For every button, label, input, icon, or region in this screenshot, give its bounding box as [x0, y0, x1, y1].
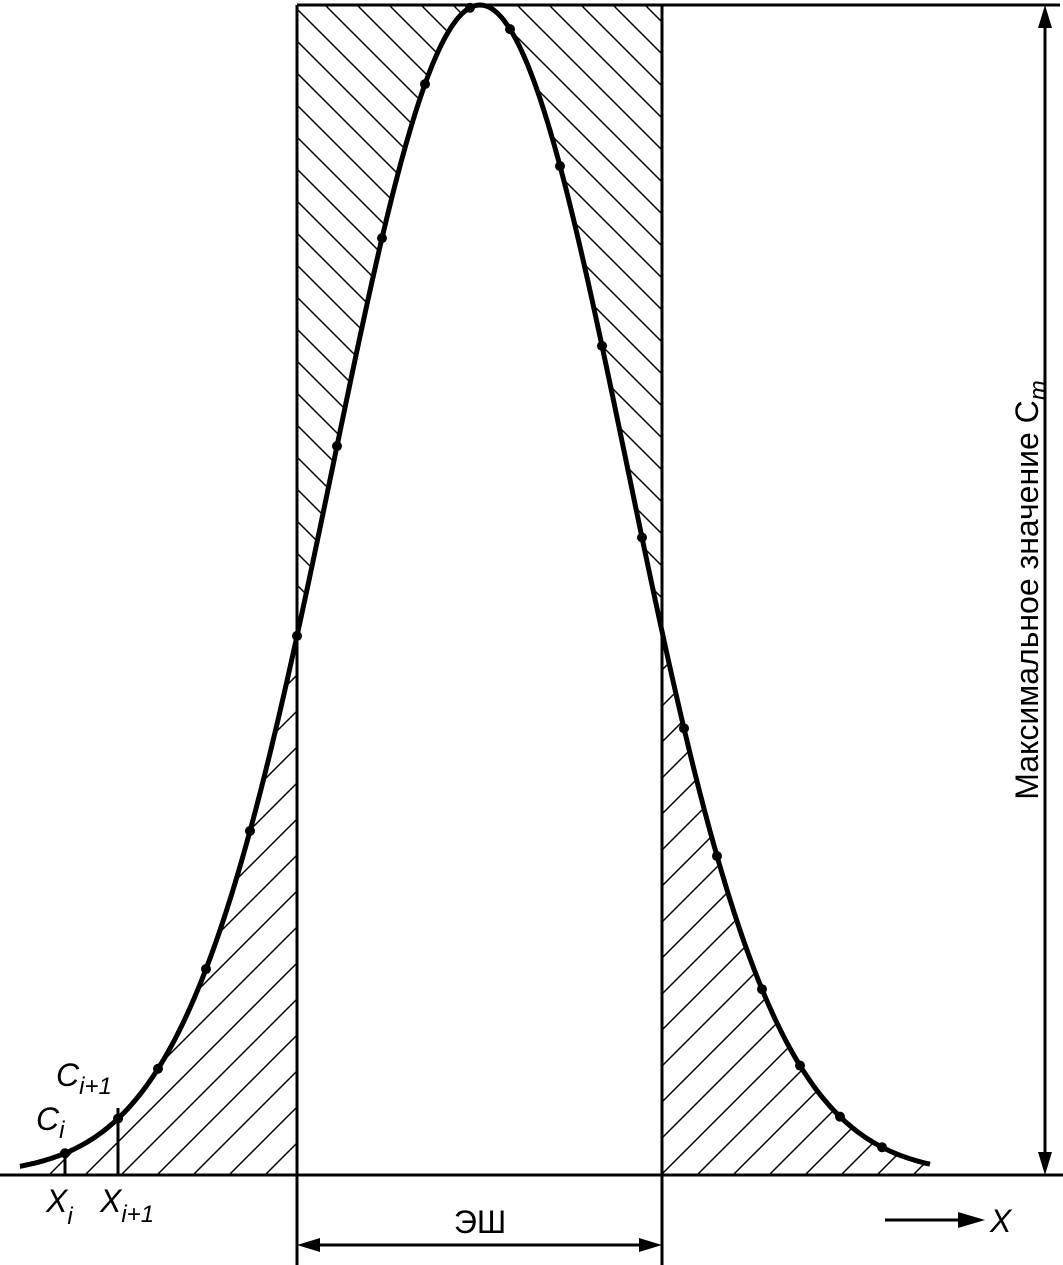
sample-point: [637, 532, 647, 543]
sample-point: [555, 161, 565, 172]
sample-point: [795, 1060, 805, 1071]
hatch-inside: [297, 5, 662, 632]
label-c-i1: Ci+1: [56, 1057, 112, 1100]
width-label: ЭШ: [454, 1204, 506, 1240]
hatch-outside: [20, 640, 297, 1175]
sample-point: [712, 851, 722, 862]
sample-point: [201, 964, 211, 975]
sample-point: [679, 723, 689, 734]
label-x-i: Xi: [45, 1183, 73, 1230]
hatch-outside: [662, 631, 930, 1175]
sample-point: [377, 233, 387, 244]
label-c-i: Ci: [36, 1101, 65, 1144]
points: [60, 2, 887, 1159]
curve: [19, 2, 931, 1169]
sample-point: [877, 1142, 887, 1153]
sample-point: [465, 2, 475, 13]
sample-point: [420, 79, 430, 90]
label-x-i1: Xi+1: [99, 1183, 154, 1228]
max-label: Максимальное значение Cm: [1009, 380, 1052, 800]
sample-point: [245, 825, 255, 836]
axis-label: X: [989, 1203, 1013, 1239]
sample-point: [292, 630, 302, 641]
sample-point: [835, 1111, 845, 1122]
sample-point: [597, 340, 607, 351]
sample-point: [757, 984, 767, 995]
sample-point: [332, 441, 342, 452]
axis-arrowhead: [958, 1212, 985, 1228]
sample-point: [505, 24, 515, 35]
sample-point: [153, 1063, 163, 1074]
